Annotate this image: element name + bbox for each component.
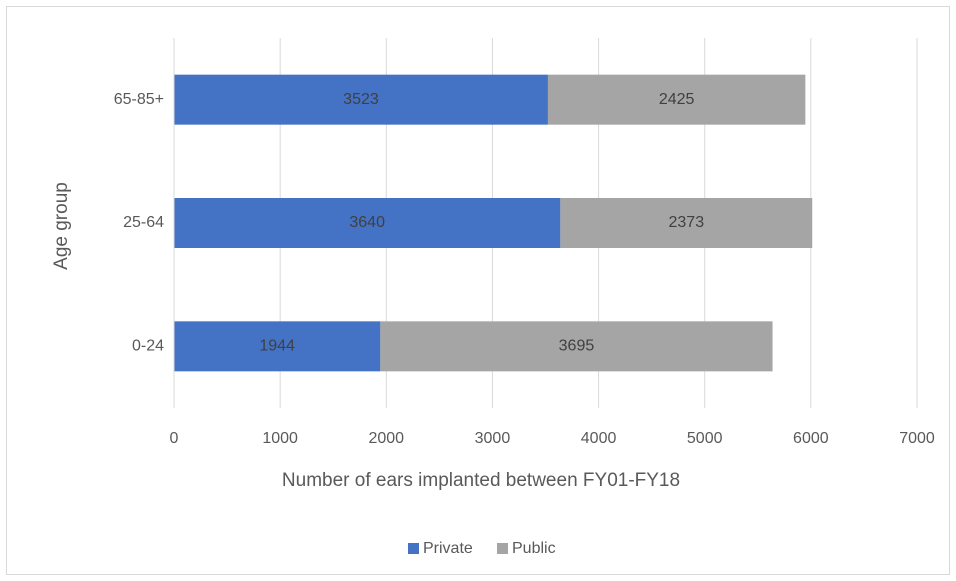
x-tick-label: 0 (170, 430, 179, 447)
legend-swatch (408, 543, 419, 554)
x-tick-label: 1000 (262, 430, 298, 447)
y-tick-label: 65-85+ (114, 91, 164, 108)
x-tick-label: 7000 (899, 430, 935, 447)
bar (560, 198, 813, 248)
x-axis-title: Number of ears implanted between FY01-FY… (282, 470, 680, 491)
bar (380, 321, 773, 372)
x-tick-label: 2000 (368, 430, 404, 447)
y-tick-label: 25-64 (123, 214, 164, 231)
y-tick-label: 0-24 (132, 338, 164, 355)
x-tick-label: 4000 (581, 430, 617, 447)
x-tick-label: 5000 (687, 430, 723, 447)
data-label: 2425 (659, 91, 695, 108)
legend-swatch (497, 543, 508, 554)
y-axis-title: Age group (51, 182, 72, 270)
data-label: 1944 (259, 338, 295, 355)
data-label: 3640 (349, 214, 385, 231)
bar (174, 198, 561, 248)
x-tick-label: 3000 (475, 430, 511, 447)
x-tick-label: 6000 (793, 430, 829, 447)
bar (174, 321, 381, 372)
data-label: 3523 (343, 91, 379, 108)
bar (174, 74, 548, 125)
legend-label: Private (423, 540, 473, 557)
bar (547, 74, 806, 125)
data-label: 2373 (669, 214, 705, 231)
data-label: 3695 (559, 338, 595, 355)
legend-label: Public (512, 540, 556, 557)
